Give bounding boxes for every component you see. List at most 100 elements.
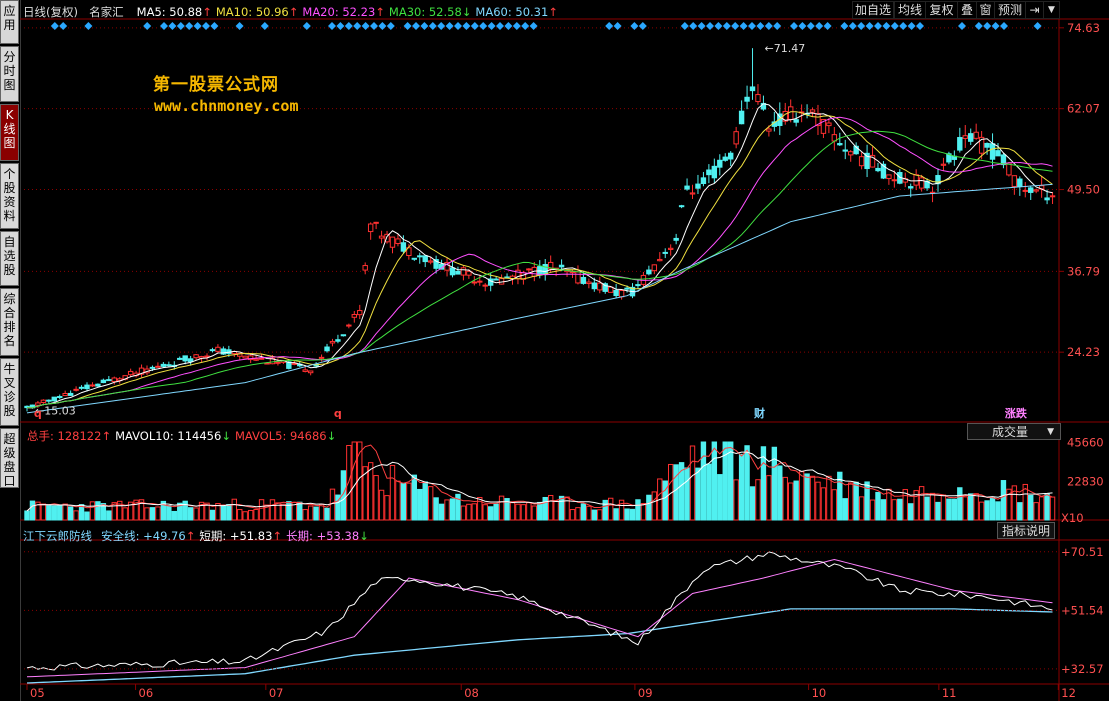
- candle-body: [335, 339, 341, 342]
- volume-bar: [695, 467, 701, 521]
- panel-trend-arrow: ↑: [272, 529, 283, 543]
- volume-bar: [798, 471, 805, 521]
- candle-body: [1022, 189, 1028, 192]
- min-price-label: ←15.03: [35, 404, 76, 417]
- signal-diamond: [630, 22, 639, 30]
- toolbar-button-1[interactable]: 均线: [894, 1, 926, 19]
- signal-diamond: [260, 22, 269, 30]
- exit-icon[interactable]: ⇥: [1025, 1, 1044, 19]
- candle-body: [597, 282, 603, 291]
- candle-body: [1049, 195, 1056, 198]
- candle-body: [809, 109, 816, 113]
- volume-indicator-select[interactable]: 成交量 ▼: [967, 423, 1061, 440]
- event-marker: q: [34, 407, 42, 420]
- candle-body: [788, 106, 794, 120]
- candle-body: [220, 348, 227, 355]
- candle-body: [204, 355, 210, 358]
- candle-body: [269, 357, 276, 365]
- signal-diamond: [168, 22, 177, 30]
- candle-body: [477, 280, 483, 283]
- candle-body: [35, 402, 41, 406]
- candle-body: [46, 399, 52, 402]
- volume-bar: [411, 474, 418, 521]
- toolbar-button-3[interactable]: 叠: [957, 1, 977, 19]
- candle-body: [547, 261, 554, 270]
- toolbar-button-5[interactable]: 预测: [994, 1, 1026, 19]
- candle-body: [67, 392, 74, 396]
- volume-bar: [782, 476, 788, 521]
- candle-body: [493, 278, 499, 281]
- volume-tick-label: X10: [1061, 511, 1084, 525]
- candle-body: [711, 165, 718, 179]
- sidebar-item-2[interactable]: K 线 图: [0, 104, 19, 161]
- volume-bar: [678, 462, 685, 521]
- signal-diamond: [773, 22, 782, 30]
- candle-body: [149, 366, 156, 369]
- signal-diamond: [756, 22, 765, 30]
- indicator-tick-label: +70.51: [1061, 545, 1104, 559]
- candle-body: [427, 260, 434, 263]
- volume-bar: [760, 446, 767, 521]
- candle-body: [968, 133, 974, 142]
- candle-body: [155, 365, 161, 368]
- volume-bar: [624, 508, 630, 521]
- candle-body: [160, 363, 167, 367]
- volume-bar: [700, 441, 707, 521]
- candle-body: [471, 281, 478, 284]
- candle-body: [406, 247, 412, 256]
- panel-trend-arrow: ↓: [359, 529, 369, 543]
- x-axis-label: 12: [1061, 686, 1076, 700]
- volume-bar: [1038, 496, 1045, 521]
- stock-name: 名家汇: [89, 5, 124, 19]
- volume-bar: [809, 475, 816, 521]
- volume-bar: [275, 502, 281, 521]
- candle-body: [127, 370, 134, 376]
- chevron-down-icon[interactable]: ▼: [1043, 1, 1060, 19]
- volume-bar: [869, 499, 876, 521]
- volume-bar: [951, 498, 958, 521]
- candle-body: [318, 356, 325, 359]
- volume-bar: [597, 509, 603, 521]
- x-axis-label: 07: [269, 686, 284, 700]
- sidebar-item-7[interactable]: 超 级 盘 口: [0, 428, 19, 488]
- ma-trend-arrow: ↑: [548, 5, 558, 19]
- ma10-line: [26, 111, 1053, 409]
- price-tick-label: 62.07: [1067, 102, 1100, 116]
- candle-body: [667, 247, 674, 250]
- candle-body: [373, 221, 379, 224]
- volume-bar: [62, 503, 68, 521]
- candle-body: [738, 110, 745, 125]
- price-tick-label: 49.50: [1067, 183, 1100, 197]
- sidebar-item-1[interactable]: 分 时 图: [0, 46, 19, 102]
- volume-bar: [635, 499, 641, 521]
- sidebar-item-0[interactable]: 应 用: [0, 0, 19, 44]
- sidebar-item-6[interactable]: 牛 叉 诊 股: [0, 358, 19, 426]
- signal-diamond: [428, 22, 437, 30]
- toolbar-button-2[interactable]: 复权: [925, 1, 958, 19]
- volume-bar: [1006, 488, 1012, 521]
- toolbar-button-4[interactable]: 窗: [976, 1, 995, 19]
- candle-body: [482, 284, 488, 287]
- candle-body: [744, 96, 750, 102]
- toolbar-button-0[interactable]: 加自选: [852, 1, 894, 19]
- volume-bar: [935, 501, 941, 521]
- volume-bar: [902, 489, 908, 521]
- volume-bar: [1000, 480, 1007, 521]
- signal-diamond: [605, 22, 614, 30]
- volume-bar: [264, 504, 270, 521]
- signal-diamond: [302, 22, 311, 30]
- volume-bar: [526, 502, 532, 521]
- candle-body: [209, 349, 216, 352]
- sidebar-item-5[interactable]: 综 合 排 名: [0, 288, 19, 356]
- sidebar-item-3[interactable]: 个 股 资 料: [0, 163, 19, 229]
- sidebar-item-4[interactable]: 自 选 股: [0, 231, 19, 286]
- volume-bar: [166, 504, 172, 521]
- volume-bar: [553, 500, 559, 521]
- indicator-help-button[interactable]: 指标说明: [997, 522, 1055, 539]
- candle-body: [177, 357, 183, 360]
- volume-bar: [946, 498, 952, 521]
- volume-bar: [237, 509, 243, 521]
- candle-body: [24, 405, 30, 409]
- candle-body: [291, 362, 297, 365]
- signal-diamond: [731, 22, 740, 30]
